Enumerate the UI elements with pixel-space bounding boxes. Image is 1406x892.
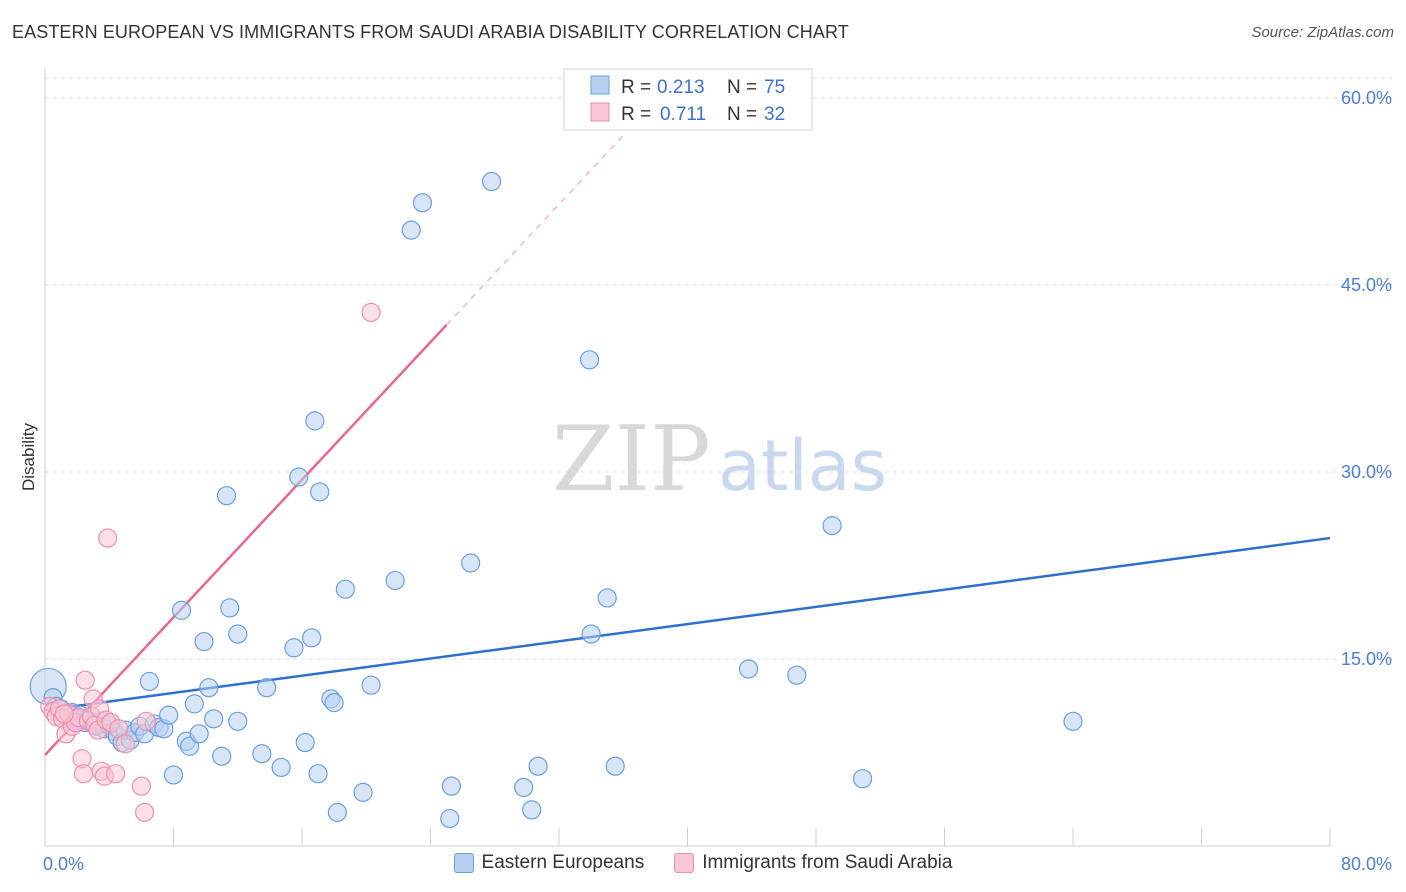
- point-eastern-73: [605, 756, 625, 776]
- legend-r-label-eastern: R =: [621, 77, 651, 98]
- trend-line-saudi: [44, 324, 448, 756]
- point-eastern-48: [289, 467, 309, 487]
- legend-n-value-eastern: 75: [764, 77, 785, 98]
- legend-r-label-saudi: R =: [621, 104, 651, 125]
- point-eastern-78: [1063, 711, 1083, 731]
- point-eastern-59: [361, 675, 381, 695]
- legend-n-label-eastern: N =: [727, 77, 757, 98]
- legend-r-value-eastern: 0.213: [657, 77, 705, 98]
- point-eastern-67: [514, 777, 534, 798]
- top-legend: R = 0.213 N = 75 R = 0.711 N = 32: [563, 68, 813, 131]
- point-eastern-65: [461, 553, 481, 573]
- point-eastern-42: [228, 624, 248, 644]
- point-eastern-39: [212, 746, 232, 766]
- point-eastern-49: [295, 732, 315, 753]
- point-eastern-68: [522, 800, 542, 820]
- point-eastern-31: [171, 600, 192, 620]
- y-tick-label-2: 45.0%: [1341, 275, 1392, 295]
- point-eastern-55: [324, 693, 344, 713]
- legend-n-label-saudi: N =: [727, 104, 757, 125]
- trend-layer: [44, 134, 1331, 756]
- bottom-legend-label-eastern: Eastern Europeans: [481, 852, 645, 873]
- bottom-legend-swatch-saudi: [674, 853, 695, 873]
- point-saudi-11: [73, 764, 94, 784]
- y-tick-label-0: 15.0%: [1341, 649, 1392, 669]
- bottom-legend-item-eastern: Eastern Europeans: [453, 852, 645, 874]
- watermark-atlas: atlas: [718, 425, 887, 507]
- chart-title: EASTERN EUROPEAN VS IMMIGRANTS FROM SAUD…: [12, 22, 849, 42]
- point-eastern-25: [139, 671, 160, 692]
- point-eastern-36: [194, 631, 214, 652]
- point-eastern-72: [597, 588, 617, 608]
- point-eastern-43: [228, 711, 248, 731]
- point-eastern-45: [257, 678, 277, 698]
- point-saudi-12: [75, 670, 95, 690]
- point-eastern-69: [528, 756, 548, 776]
- point-eastern-37: [199, 678, 219, 698]
- bottom-legend-swatch-eastern: [453, 853, 474, 873]
- point-eastern-56: [327, 802, 347, 822]
- grid-layer: [45, 77, 1392, 660]
- point-eastern-46: [271, 757, 291, 778]
- x-tick-label-0: 0.0%: [43, 854, 84, 874]
- bottom-legend-item-saudi: Immigrants from Saudi Arabia: [674, 852, 952, 874]
- point-eastern-60: [385, 570, 405, 591]
- y-axis-label: Disability: [19, 422, 38, 491]
- point-saudi-22: [98, 528, 118, 548]
- point-eastern-34: [184, 694, 204, 714]
- points-layer: [29, 171, 1083, 829]
- point-eastern-62: [412, 193, 433, 213]
- point-saudi-28: [136, 711, 156, 731]
- point-eastern-57: [335, 579, 355, 599]
- point-eastern-51: [305, 411, 325, 431]
- point-eastern-66: [481, 171, 502, 192]
- point-eastern-41: [220, 598, 240, 618]
- y-tick-label-1: 30.0%: [1341, 462, 1392, 482]
- legend-n-value-saudi: 32: [764, 104, 785, 125]
- trend-line-saudi-extension: [446, 134, 624, 326]
- ticks-layer: 15.0% 30.0% 45.0% 60.0% 0.0% 80.0%: [43, 88, 1392, 874]
- point-eastern-74: [738, 659, 759, 679]
- x-tick-label-1: 80.0%: [1341, 854, 1392, 874]
- y-tick-label-3: 60.0%: [1341, 88, 1392, 108]
- point-eastern-70: [579, 350, 600, 370]
- point-saudi-30: [361, 302, 381, 323]
- point-eastern-44: [252, 744, 272, 764]
- point-saudi-27: [131, 776, 151, 796]
- point-eastern-76: [822, 516, 842, 536]
- point-eastern-35: [189, 724, 209, 744]
- watermark-zip: ZIP: [552, 407, 711, 512]
- source-label: Source: ZipAtlas.com: [1251, 24, 1394, 41]
- point-saudi-31: [54, 704, 74, 724]
- point-eastern-53: [310, 482, 330, 502]
- bottom-legend: Eastern Europeans Immigrants from Saudi …: [0, 852, 1406, 874]
- watermark: ZIP atlas: [552, 407, 887, 512]
- point-eastern-30: [163, 765, 184, 785]
- point-eastern-71: [581, 624, 601, 644]
- point-eastern-61: [401, 220, 421, 240]
- legend-r-value-saudi: 0.711: [660, 104, 706, 125]
- legend-swatch-saudi: [590, 102, 610, 122]
- point-eastern-29: [159, 705, 179, 725]
- point-eastern-64: [441, 776, 461, 796]
- point-eastern-38: [204, 709, 224, 729]
- legend-swatch-eastern: [590, 75, 610, 95]
- point-eastern-52: [308, 764, 328, 784]
- point-saudi-26: [115, 734, 135, 754]
- point-eastern-50: [302, 628, 322, 648]
- point-eastern-77: [852, 769, 873, 789]
- bottom-legend-label-saudi: Immigrants from Saudi Arabia: [702, 852, 953, 873]
- point-eastern-47: [284, 638, 304, 658]
- point-eastern-40: [216, 486, 237, 506]
- point-saudi-24: [106, 764, 126, 784]
- point-eastern-58: [353, 782, 373, 802]
- trend-line-eastern: [44, 536, 1331, 712]
- point-eastern-75: [787, 665, 807, 685]
- point-saudi-29: [134, 802, 155, 822]
- point-eastern-63: [440, 808, 460, 829]
